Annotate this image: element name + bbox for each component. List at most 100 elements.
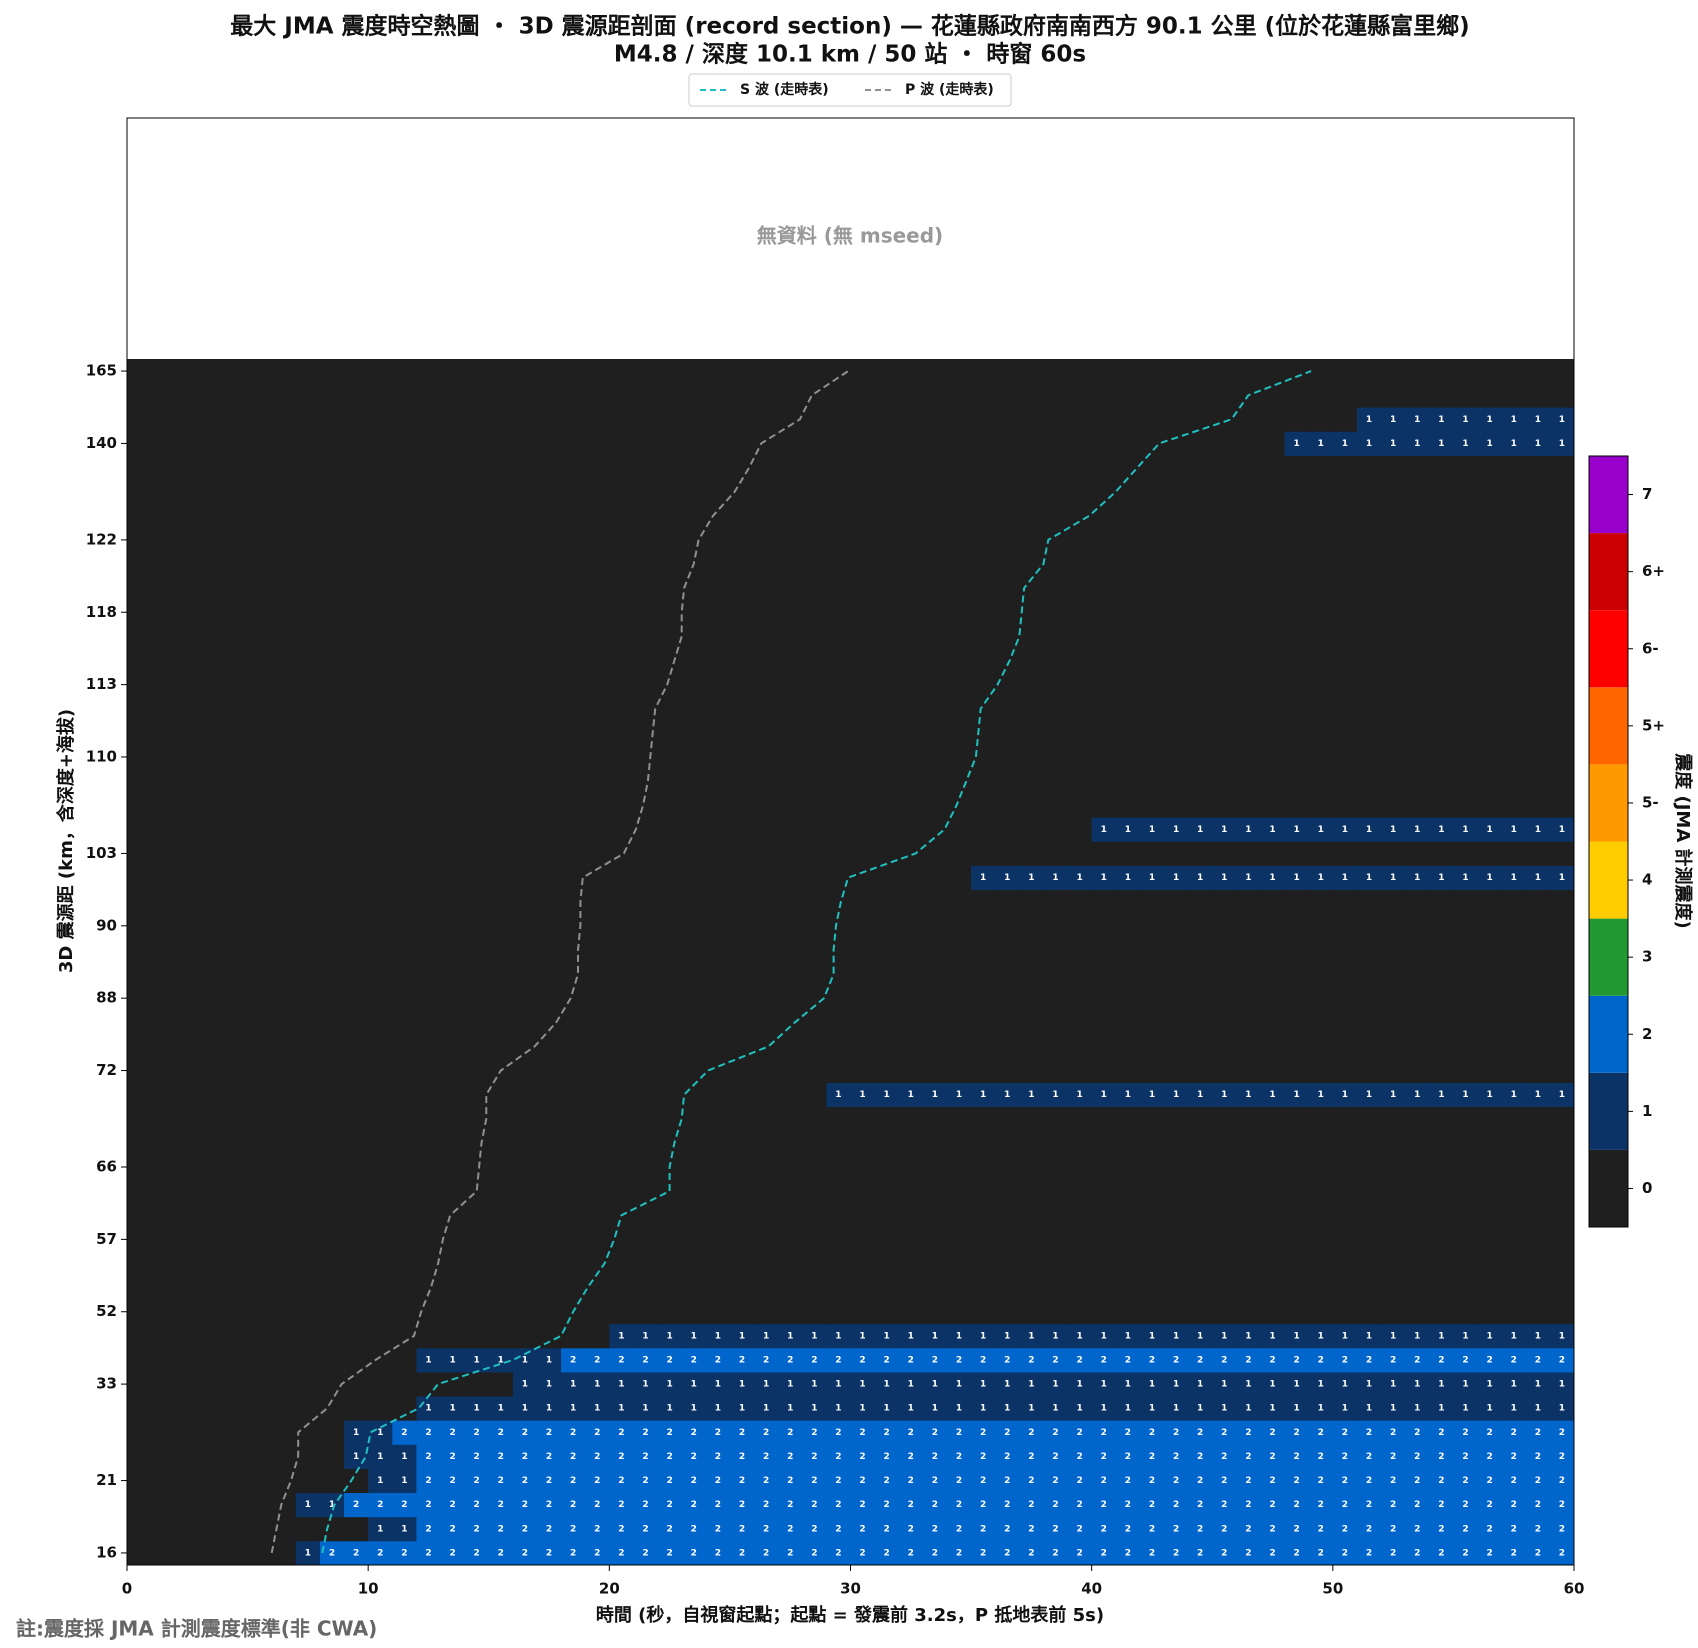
heat-cell (512, 1034, 538, 1059)
cell-label: 2 (859, 1428, 865, 1438)
cell-label: 2 (1245, 1500, 1251, 1510)
heat-cell (946, 576, 972, 601)
heat-cell (199, 383, 224, 408)
heat-cell (1043, 359, 1068, 384)
heat-cell (826, 551, 851, 577)
heat-cell (1091, 1010, 1117, 1035)
heat-cell (488, 841, 514, 866)
heat-cell (151, 720, 176, 746)
heat-cell (536, 1468, 562, 1494)
cell-label: 2 (763, 1524, 769, 1534)
heat-cell (995, 1516, 1020, 1542)
heat-cell (681, 696, 707, 722)
heat-cell (175, 1372, 200, 1397)
heat-cell (705, 1492, 731, 1518)
heat-cell (247, 841, 273, 866)
heat-cell (223, 1106, 248, 1132)
heat-cell (1405, 865, 1430, 891)
cell-label: 2 (1390, 1500, 1396, 1510)
heat-cell (1067, 1082, 1093, 1108)
heat-cell (416, 1082, 441, 1108)
heat-cell (223, 1299, 248, 1325)
heat-cell (946, 1516, 972, 1542)
heat-cell (609, 1323, 634, 1349)
heat-cell (319, 1251, 345, 1276)
heat-cell (1188, 696, 1213, 722)
heat-cell (1356, 1540, 1382, 1566)
cell-label: 2 (1559, 1548, 1565, 1558)
cell-label: 1 (980, 1090, 986, 1100)
cell-label: 2 (1149, 1355, 1155, 1365)
heat-cell (898, 986, 924, 1011)
heat-cell (1067, 576, 1093, 601)
heat-cell (850, 937, 876, 963)
heat-cell (826, 1444, 851, 1469)
cell-label: 2 (1125, 1428, 1131, 1438)
heat-cell (1525, 913, 1551, 939)
cell-label: 1 (1511, 825, 1517, 835)
cell-label: 2 (353, 1548, 359, 1558)
cell-label: 1 (1101, 1090, 1107, 1100)
cell-label: 2 (570, 1524, 576, 1534)
heat-cell (1164, 1420, 1189, 1445)
heat-cell (1356, 1420, 1382, 1445)
heat-cell (1429, 769, 1454, 794)
cell-label: 2 (956, 1500, 962, 1510)
cell-label: 1 (956, 1380, 962, 1390)
heat-cell (754, 696, 779, 722)
heat-cell (633, 1275, 658, 1301)
heat-cell (1115, 1444, 1141, 1469)
heat-cell (127, 407, 152, 432)
cell-label: 1 (1511, 439, 1517, 449)
heat-cell (1043, 1516, 1068, 1542)
heat-cell (778, 624, 803, 649)
heat-cell (633, 1347, 658, 1373)
heat-cell (561, 1275, 586, 1301)
heat-cell (271, 962, 297, 987)
heat-cell (392, 937, 417, 963)
heat-cell (898, 1179, 924, 1204)
heat-cell (850, 1010, 876, 1035)
heat-cell (1284, 1372, 1310, 1397)
heat-cell (633, 1058, 658, 1083)
heat-cell (1501, 1492, 1527, 1518)
heat-cell (464, 1372, 490, 1397)
heat-cell (1332, 1251, 1358, 1276)
heat-cell (1236, 696, 1261, 722)
heat-cell (657, 1058, 683, 1083)
cell-label: 2 (980, 1476, 986, 1486)
heat-cell (1477, 1468, 1503, 1494)
heat-cell (1091, 407, 1117, 432)
heat-cell (585, 913, 610, 939)
heat-cell (633, 1540, 658, 1566)
heat-cell (464, 1010, 490, 1035)
heat-cell (1067, 1347, 1093, 1373)
heat-cell (1115, 383, 1141, 408)
heat-cell (705, 1154, 731, 1180)
cell-label: 2 (1269, 1355, 1275, 1365)
heat-cell (1525, 479, 1551, 505)
heat-cell (561, 672, 586, 698)
heat-cell (1139, 551, 1165, 577)
colorbar-segment (1589, 918, 1628, 996)
heat-cell (1115, 937, 1141, 963)
cell-label: 2 (1004, 1524, 1010, 1534)
heat-cell (440, 937, 466, 963)
heat-cell (199, 962, 224, 987)
heat-cell (416, 551, 441, 577)
heat-cell (536, 962, 562, 987)
cell-label: 2 (859, 1524, 865, 1534)
heat-cell (199, 359, 224, 384)
heat-cell (971, 913, 996, 939)
heat-cell (1188, 1347, 1213, 1373)
heat-cell (922, 1444, 948, 1469)
heat-cell (416, 1251, 441, 1276)
heat-cell (633, 527, 658, 553)
cell-label: 2 (980, 1500, 986, 1510)
cell-label: 2 (1052, 1452, 1058, 1462)
heat-cell (1284, 1203, 1310, 1228)
heat-cell (440, 1275, 466, 1301)
heat-cell (295, 1082, 321, 1108)
legend-label: P 波 (走時表) (905, 81, 994, 98)
heat-cell (536, 1082, 562, 1108)
